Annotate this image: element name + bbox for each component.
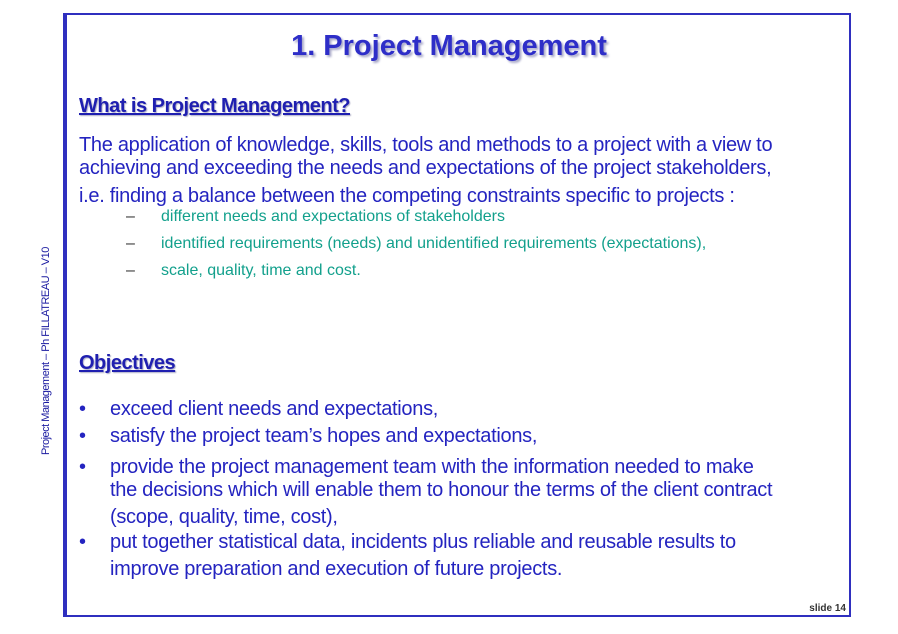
dash-mark: –: [126, 208, 135, 225]
objective-item: • exceed client needs and expectations,: [79, 398, 839, 421]
objective-text-line-1: put together statistical data, incidents…: [110, 531, 736, 553]
constraint-text: different needs and expectations of stak…: [161, 208, 505, 225]
objective-text-line-2: the decisions which will enable them to …: [110, 479, 773, 501]
bullet-mark: •: [79, 398, 86, 420]
objective-text-line-3: (scope, quality, time, cost),: [110, 506, 338, 528]
constraint-item: – identified requirements (needs) and uni…: [126, 235, 706, 253]
intro-paragraph: The application of knowledge, skills, to…: [79, 134, 839, 208]
heading-what-is-pm: What is Project Management?: [79, 95, 351, 117]
objective-item: • provide the project management team wi…: [79, 456, 839, 529]
constraint-text: identified requirements (needs) and unid…: [161, 235, 707, 252]
bullet-mark: •: [79, 531, 86, 553]
constraint-text: scale, quality, time and cost.: [161, 262, 361, 279]
intro-line-1: The application of knowledge, skills, to…: [79, 134, 773, 156]
bullet-mark: •: [79, 456, 86, 478]
slide-number: slide 14: [809, 603, 846, 614]
objective-item: • put together statistical data, inciden…: [79, 531, 839, 581]
constraint-item: – scale, quality, time and cost.: [126, 262, 361, 280]
objective-text: satisfy the project team’s hopes and exp…: [110, 425, 538, 447]
dash-mark: –: [126, 262, 135, 279]
objective-text-line-2: improve preparation and execution of fut…: [110, 558, 563, 580]
dash-mark: –: [126, 235, 135, 252]
slide-title: 1. Project Management: [291, 30, 607, 62]
bullet-mark: •: [79, 425, 86, 447]
heading-objectives: Objectives: [79, 352, 176, 374]
constraint-item: – different needs and expectations of sta…: [126, 208, 505, 226]
intro-line-3: i.e. finding a balance between the compe…: [79, 185, 735, 207]
side-label: Project Management – Ph FILLATREAU – V10: [40, 247, 52, 455]
slide-frame: [63, 13, 851, 617]
objective-text-line-1: provide the project management team with…: [110, 456, 754, 478]
intro-line-2: achieving and exceeding the needs and ex…: [79, 157, 772, 179]
objective-text: exceed client needs and expectations,: [110, 398, 439, 420]
objective-item: • satisfy the project team’s hopes and e…: [79, 425, 839, 448]
